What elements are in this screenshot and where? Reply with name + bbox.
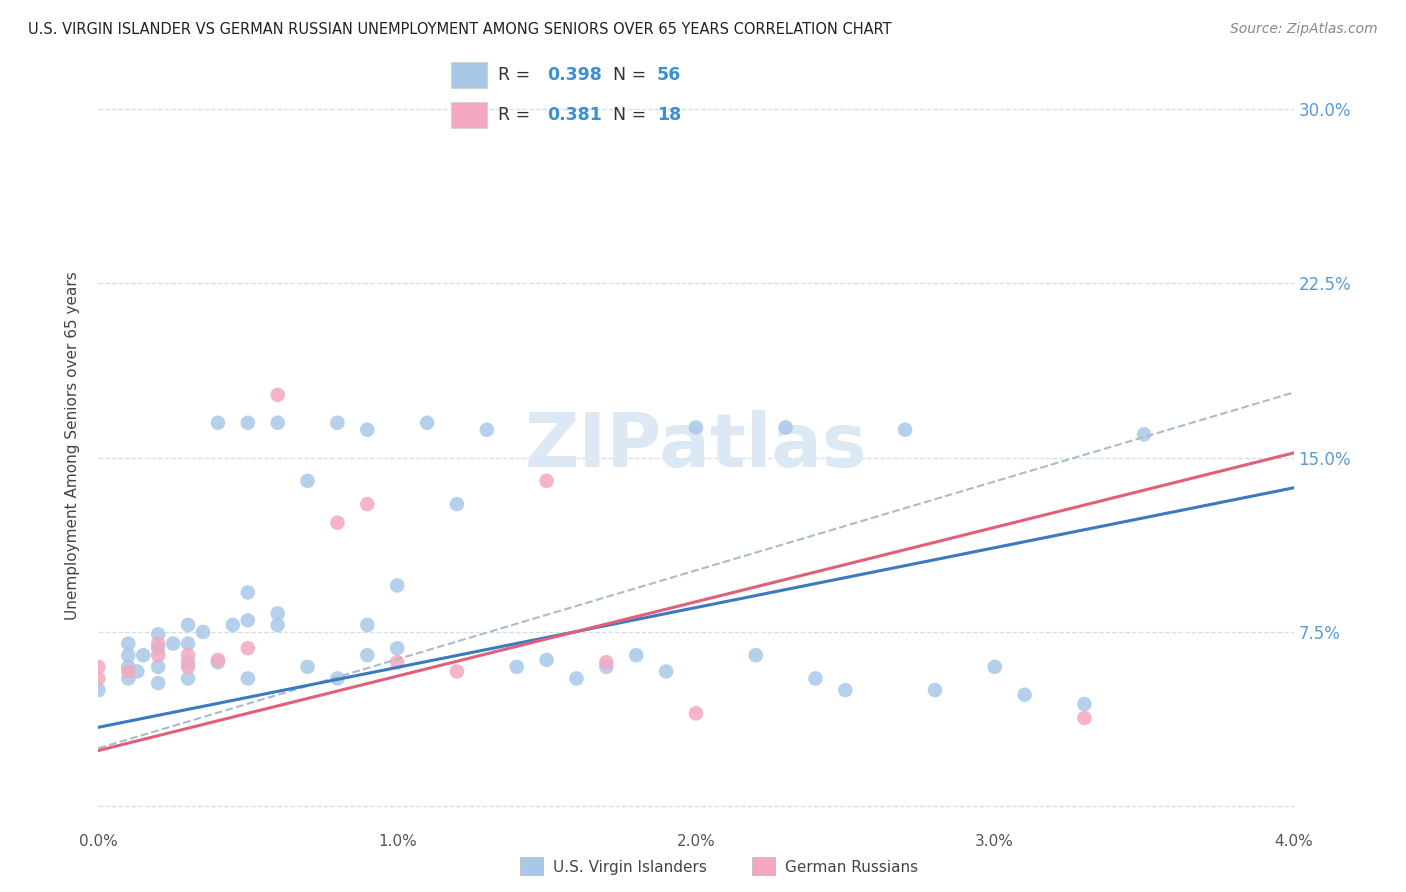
Point xyxy=(1133,427,1156,442)
Point xyxy=(385,641,409,656)
Text: R =: R = xyxy=(498,66,536,85)
Point xyxy=(177,648,200,663)
Point xyxy=(894,423,917,437)
Point xyxy=(148,627,170,641)
Point xyxy=(87,672,110,686)
Point xyxy=(685,420,707,434)
Text: 56: 56 xyxy=(657,66,681,85)
Text: N =: N = xyxy=(613,66,651,85)
Text: U.S. VIRGIN ISLANDER VS GERMAN RUSSIAN UNEMPLOYMENT AMONG SENIORS OVER 65 YEARS : U.S. VIRGIN ISLANDER VS GERMAN RUSSIAN U… xyxy=(28,22,891,37)
Point xyxy=(236,672,259,686)
Point xyxy=(326,516,349,530)
Point xyxy=(222,618,245,632)
Point xyxy=(685,706,707,721)
Point xyxy=(356,423,378,437)
Text: ZIPatlas: ZIPatlas xyxy=(524,409,868,483)
Point xyxy=(775,420,797,434)
FancyBboxPatch shape xyxy=(520,857,544,876)
Point xyxy=(207,655,229,669)
Point xyxy=(148,641,170,656)
FancyBboxPatch shape xyxy=(451,62,486,88)
Point xyxy=(267,618,290,632)
Text: 18: 18 xyxy=(657,105,681,124)
Point xyxy=(297,474,319,488)
Point xyxy=(385,578,409,592)
Point xyxy=(745,648,768,663)
Point xyxy=(267,416,290,430)
Point xyxy=(385,655,409,669)
Point xyxy=(267,388,290,402)
Point xyxy=(177,655,200,669)
Point xyxy=(177,660,200,674)
Point xyxy=(132,648,155,663)
Point xyxy=(595,660,617,674)
Point xyxy=(117,637,139,651)
Point xyxy=(177,637,200,651)
Point xyxy=(536,474,558,488)
Text: 0.381: 0.381 xyxy=(547,105,602,124)
Point xyxy=(326,416,349,430)
Point xyxy=(148,637,170,651)
Point xyxy=(117,660,139,674)
Point xyxy=(117,665,139,679)
Point xyxy=(148,660,170,674)
Point xyxy=(148,676,170,690)
Point xyxy=(626,648,648,663)
Point xyxy=(117,648,139,663)
Text: German Russians: German Russians xyxy=(785,861,918,875)
Point xyxy=(87,660,110,674)
Point xyxy=(356,648,378,663)
Text: Source: ZipAtlas.com: Source: ZipAtlas.com xyxy=(1230,22,1378,37)
Point xyxy=(475,423,498,437)
Point xyxy=(162,637,184,651)
Point xyxy=(924,683,946,698)
Point xyxy=(1073,711,1095,725)
Text: N =: N = xyxy=(613,105,651,124)
Point xyxy=(655,665,678,679)
Point xyxy=(834,683,856,698)
Point xyxy=(236,641,259,656)
Point xyxy=(177,618,200,632)
Y-axis label: Unemployment Among Seniors over 65 years: Unemployment Among Seniors over 65 years xyxy=(65,272,80,620)
Point xyxy=(356,618,378,632)
Point xyxy=(207,653,229,667)
Point xyxy=(356,497,378,511)
Point xyxy=(177,672,200,686)
Point xyxy=(804,672,827,686)
Point xyxy=(506,660,529,674)
Point xyxy=(117,672,139,686)
Text: U.S. Virgin Islanders: U.S. Virgin Islanders xyxy=(553,861,706,875)
Text: 0.398: 0.398 xyxy=(547,66,602,85)
FancyBboxPatch shape xyxy=(451,102,486,128)
Point xyxy=(446,497,468,511)
Text: R =: R = xyxy=(498,105,536,124)
Point xyxy=(207,416,229,430)
Point xyxy=(236,585,259,599)
Point xyxy=(236,613,259,627)
Point xyxy=(267,607,290,621)
Point xyxy=(1073,697,1095,711)
Point xyxy=(127,665,149,679)
Point xyxy=(87,683,110,698)
Point xyxy=(536,653,558,667)
FancyBboxPatch shape xyxy=(752,857,776,876)
Point xyxy=(595,655,617,669)
Point xyxy=(565,672,588,686)
Point xyxy=(236,416,259,430)
Point xyxy=(297,660,319,674)
Point xyxy=(446,665,468,679)
Point xyxy=(416,416,439,430)
Point xyxy=(1014,688,1036,702)
Point xyxy=(326,672,349,686)
Point xyxy=(148,648,170,663)
Point xyxy=(191,624,214,639)
Point xyxy=(984,660,1007,674)
